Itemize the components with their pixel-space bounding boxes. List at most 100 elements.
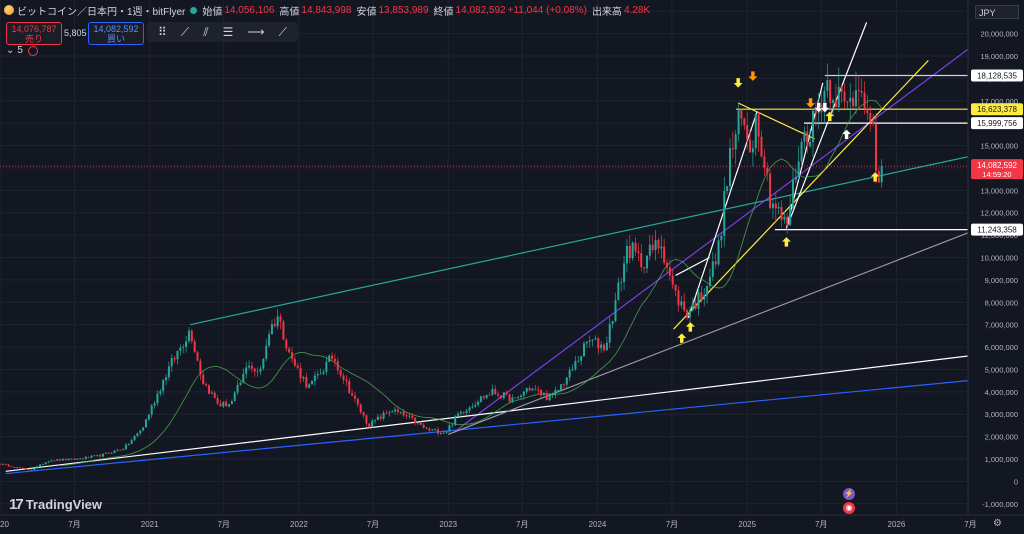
close-value: 14,082,592 [455,4,506,16]
trendline-tool-icon[interactable]: ⟋ [180,24,190,39]
y-tick-label: 13,000,000 [980,186,1018,195]
candle-body [857,90,860,92]
candle-body [268,334,271,346]
candle-body [328,355,331,362]
candle-body [76,458,79,460]
gear-icon[interactable]: ⚙ [993,518,1002,529]
x-tick-label: 7月 [68,520,80,529]
high-value: 14,843,998 [301,4,352,16]
horizontal-ray-tool-icon[interactable]: ⟶ [247,25,265,39]
candle-body [465,410,468,413]
candle-body [222,401,225,407]
drag-handle-icon[interactable]: ⠿ [158,25,167,39]
candle-body [133,435,136,440]
parallel-channel-tool-icon[interactable]: ⫽ [203,24,209,39]
candle-body [731,147,734,150]
candle-body [33,468,36,470]
candle-body [176,350,179,360]
candle-body [525,388,528,392]
candle-body [714,261,717,265]
fib-tool-icon[interactable]: ☰ [222,25,234,39]
symbol-title[interactable]: ビットコイン／日本円・1週・bitFlyer [17,6,186,18]
candle-body [39,464,42,467]
candle-body [64,458,67,461]
candle-body [494,388,497,395]
candle-body [302,377,305,379]
candle-body [116,449,119,451]
candle-body [44,462,47,465]
candle-body [505,392,508,395]
candle-body [531,388,534,391]
y-tick-label: 0 [1014,477,1018,486]
ray-tool-icon[interactable]: ⟋ [278,24,287,39]
candle-body [10,466,13,468]
candle-body [528,388,531,391]
candle-body [428,428,431,431]
candle-body [67,458,70,461]
candle-body [485,394,488,399]
candle-body [279,316,282,322]
candle-body [396,409,399,412]
candle-body [628,245,631,259]
candle-body [643,267,646,269]
x-tick-label: 2020 [0,520,9,529]
lightning-event-icon[interactable]: ⚡ [843,488,855,500]
open-value: 14,056,106 [224,4,275,16]
indicator-toggle[interactable]: ⌄ 5 [6,45,38,56]
x-tick-label: 7月 [367,520,379,529]
candle-body [47,461,50,463]
open-label: 始値 [202,6,223,18]
candle-body [136,433,139,436]
sell-button[interactable]: 14,076,787 売り [6,22,62,45]
candle-body [803,131,806,142]
candle-body [1,464,4,465]
candle-body [213,392,216,399]
trendline-10 [675,256,710,276]
candle-body [205,384,208,386]
currency-selector[interactable]: JPY [975,5,1019,19]
candle-body [394,409,397,412]
x-tick-label: 7月 [516,520,528,529]
y-tick-label: 19,000,000 [980,52,1018,61]
target-event-icon[interactable]: ◉ [843,502,855,514]
horizontal-levels[interactable] [0,74,968,231]
buy-button[interactable]: 14,082,592 買い [88,22,144,45]
candle-body [560,384,563,390]
candle-body [102,453,105,457]
candle-body [122,449,125,451]
candle-body [382,412,385,419]
eye-off-icon[interactable] [27,45,38,56]
time-axis[interactable]: 2020 7月 2021 7月 2022 7月 2023 7月 2024 7月 2025 7月 2026… [0,514,1024,529]
candle-body [242,373,245,383]
candle-body [250,365,253,369]
candle-body [285,339,288,349]
candle-body [182,346,185,348]
candle-body [491,388,494,395]
candle-body [408,415,411,417]
trendlines[interactable] [5,22,969,475]
level-badge-3 [971,223,1023,236]
candle-body [61,458,64,461]
candle-body [814,110,817,114]
candle-body [185,341,188,347]
candle-body [336,361,339,371]
candle-body [657,240,660,249]
candle-body [640,253,643,268]
candle-body [187,330,190,342]
candle-body [388,412,391,414]
trendline-3 [5,380,969,475]
candle-body [342,375,345,380]
candle-body [70,458,73,460]
candle-body [170,358,173,367]
candle-body [774,203,777,209]
candle-body [316,374,319,376]
candle-body [677,290,680,306]
x-tick-label: 2025 [738,520,756,529]
candle-body [826,80,829,91]
candle-body [359,404,362,413]
annotation-arrows[interactable] [676,70,881,344]
candle-body [514,397,517,399]
candle-body [837,86,840,108]
price-axis-bg [968,0,1024,534]
